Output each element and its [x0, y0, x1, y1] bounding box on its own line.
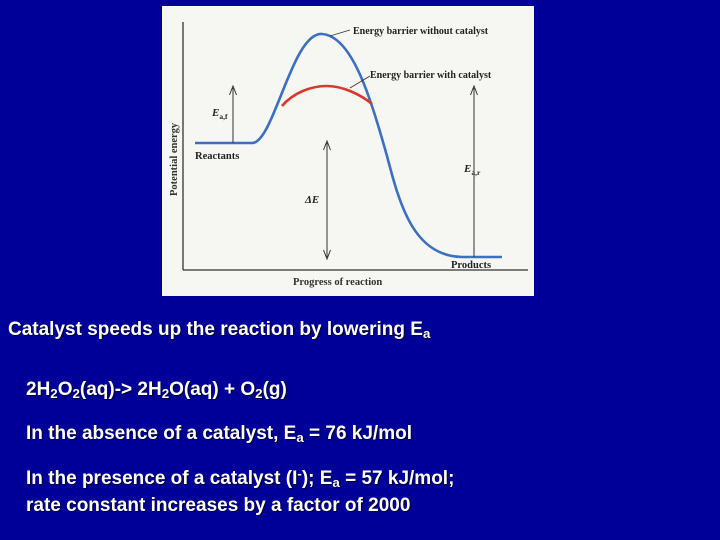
delta-e-arrowhead-bottom — [323, 249, 331, 261]
barrier-without-leader — [329, 29, 351, 37]
barrier-with-label: Energy barrier with catalyst — [370, 70, 492, 81]
x-axis-label: Progress of reaction — [293, 277, 382, 288]
ea-reverse-label: Ea,r — [463, 163, 481, 177]
ea-forward-label: Ea,f — [211, 107, 228, 121]
barrier-with-leader — [349, 75, 371, 89]
barrier-without-label: Energy barrier without catalyst — [353, 26, 489, 37]
ea-reverse-arrowhead — [470, 84, 478, 96]
uncatalyzed-energy-curve — [195, 32, 502, 259]
catalyzed-energy-curve — [281, 84, 373, 107]
catalyst-caption: Catalyst speeds up the reaction by lower… — [8, 319, 431, 341]
rate-constant-text: rate constant increases by a factor of 2… — [26, 495, 411, 516]
presence-of-catalyst-text: In the presence of a catalyst (I-); Ea =… — [26, 466, 455, 516]
delta-e-arrowhead-top — [323, 139, 331, 151]
delta-e-label: ΔE — [304, 194, 319, 206]
products-label: Products — [451, 260, 491, 271]
reactants-label: Reactants — [195, 151, 239, 162]
energy-diagram-svg: Potential energy Progress of reaction En… — [169, 22, 528, 288]
ea-forward-arrowhead — [229, 84, 237, 96]
y-axis-label: Potential energy — [169, 122, 180, 196]
absence-of-catalyst-text: In the absence of a catalyst, Ea = 76 kJ… — [26, 423, 412, 445]
energy-diagram: Potential energy Progress of reaction En… — [162, 6, 534, 296]
reaction-equation: 2H2O2(aq)-> 2H2O(aq) + O2(g) — [26, 379, 287, 401]
